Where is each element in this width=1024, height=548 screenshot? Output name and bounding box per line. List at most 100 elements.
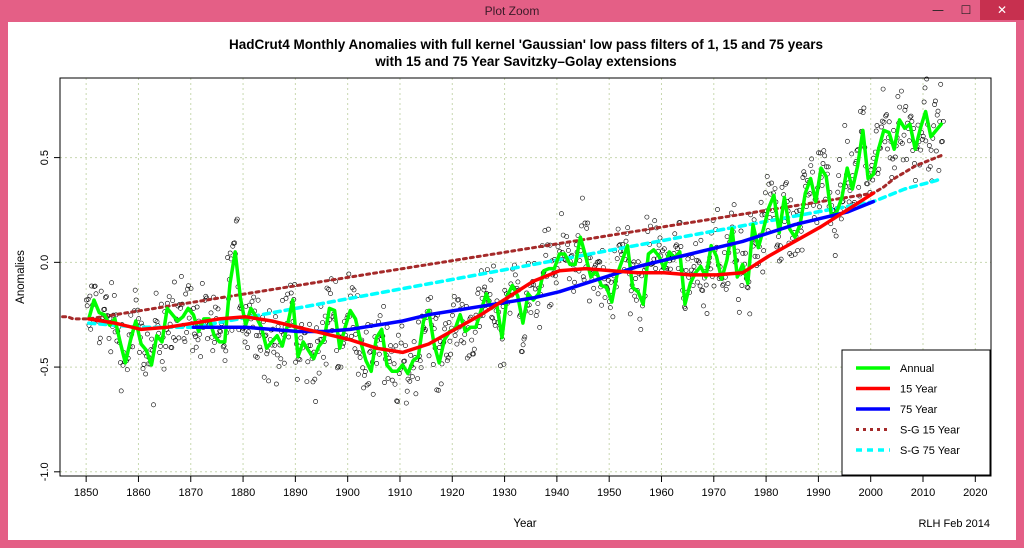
minimize-button[interactable]: — — [924, 0, 952, 20]
monthly-point — [918, 147, 923, 153]
monthly-point — [721, 281, 726, 287]
monthly-point — [89, 283, 94, 289]
monthly-point — [887, 155, 893, 161]
monthly-point — [875, 171, 881, 177]
monthly-point — [900, 157, 906, 163]
monthly-point — [938, 81, 944, 87]
monthly-point — [293, 359, 298, 365]
monthly-point — [170, 298, 176, 303]
monthly-point — [459, 301, 465, 307]
monthly-point — [251, 294, 257, 300]
monthly-point — [507, 310, 513, 316]
monthly-point — [362, 369, 368, 374]
monthly-point — [799, 247, 805, 253]
monthly-point — [521, 336, 527, 342]
monthly-point — [534, 309, 540, 314]
monthly-point — [775, 242, 780, 248]
close-icon: ✕ — [996, 3, 1008, 17]
monthly-point — [809, 156, 814, 162]
monthly-point — [819, 182, 825, 188]
monthly-point — [245, 345, 250, 350]
close-button[interactable]: ✕ — [980, 0, 1024, 20]
monthly-point — [194, 304, 200, 310]
monthly-point — [795, 248, 801, 253]
series-line-75-year — [191, 199, 876, 334]
monthly-point — [838, 182, 843, 188]
monthly-point — [367, 349, 373, 355]
monthly-point — [246, 302, 252, 308]
monthly-point — [697, 283, 703, 289]
monthly-point — [418, 365, 424, 370]
monthly-point — [634, 297, 639, 303]
monthly-point — [739, 283, 745, 288]
monthly-point — [572, 279, 577, 285]
monthly-point — [881, 119, 887, 125]
monthly-point — [261, 374, 267, 380]
monthly-point — [171, 279, 177, 285]
monthly-point — [532, 286, 538, 292]
monthly-point — [169, 345, 175, 351]
legend-label: S-G 75 Year — [900, 445, 960, 457]
monthly-point — [675, 246, 680, 251]
monthly-point — [633, 276, 638, 281]
y-tick-label: 0.5 — [39, 150, 51, 165]
monthly-point — [897, 104, 903, 110]
monthly-point — [484, 267, 490, 272]
monthly-point — [221, 343, 227, 349]
monthly-point — [271, 349, 277, 355]
monthly-point — [106, 335, 112, 341]
monthly-point — [491, 263, 496, 269]
monthly-point — [927, 164, 933, 169]
monthly-point — [874, 123, 880, 128]
titlebar[interactable]: Plot Zoom — ☐ ✕ — [0, 0, 1024, 22]
monthly-point — [501, 361, 507, 367]
monthly-point — [682, 306, 688, 311]
monthly-point — [907, 114, 913, 120]
x-tick-label: 1900 — [335, 487, 359, 499]
monthly-point — [836, 173, 842, 178]
x-tick-label: 1910 — [388, 487, 412, 499]
monthly-point — [920, 133, 926, 139]
monthly-point — [932, 102, 937, 107]
monthly-point — [141, 361, 147, 367]
monthly-point — [566, 276, 572, 282]
x-tick-label: 1860 — [126, 487, 150, 499]
chart: HadCrut4 Monthly Anomalies with full ker… — [15, 37, 992, 530]
monthly-point — [388, 343, 393, 349]
monthly-point — [602, 295, 608, 300]
monthly-point — [764, 173, 770, 179]
monthly-point — [926, 143, 932, 148]
monthly-point — [882, 139, 888, 145]
plot-box — [59, 77, 992, 477]
monthly-point — [137, 349, 142, 355]
monthly-point — [254, 354, 260, 360]
monthly-point — [476, 286, 481, 292]
monthly-point — [163, 344, 169, 349]
monthly-point — [553, 280, 559, 286]
maximize-button[interactable]: ☐ — [952, 0, 980, 20]
monthly-point — [192, 334, 198, 339]
monthly-point — [535, 301, 541, 306]
x-tick-label: 1960 — [649, 487, 673, 499]
monthly-point — [192, 331, 197, 337]
monthly-point — [891, 128, 896, 133]
monthly-point — [404, 388, 410, 394]
monthly-point — [312, 376, 318, 382]
monthly-point — [755, 254, 760, 259]
monthly-point — [769, 180, 774, 186]
monthly-point — [625, 225, 631, 231]
monthly-point — [831, 228, 837, 234]
monthly-point — [392, 381, 398, 387]
series-line-15-year — [87, 191, 876, 355]
monthly-point — [402, 343, 408, 348]
monthly-point — [361, 385, 366, 391]
monthly-point — [761, 248, 767, 254]
monthly-point — [747, 311, 753, 317]
monthly-point — [904, 156, 910, 162]
monthly-point — [898, 139, 903, 145]
series-line-annual — [87, 109, 944, 376]
monthly-point — [607, 305, 613, 311]
y-tick-label: -0.5 — [39, 358, 51, 377]
monthly-point — [335, 363, 341, 369]
monthly-point — [685, 256, 691, 262]
